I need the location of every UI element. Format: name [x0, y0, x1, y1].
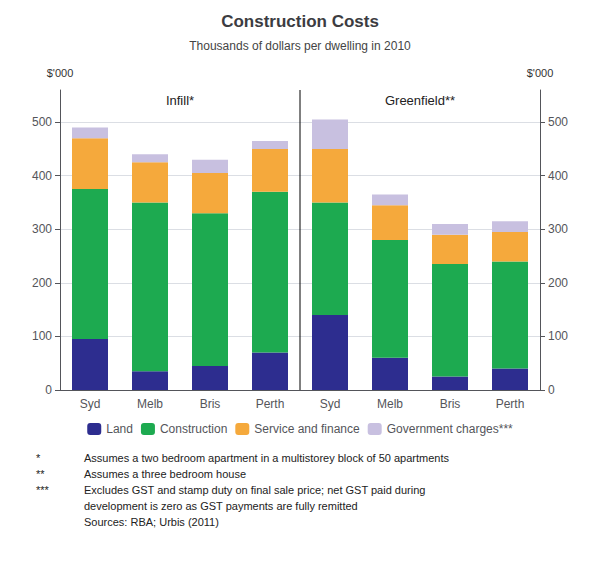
svg-text:Assumes a three bedroom house: Assumes a three bedroom house: [84, 468, 246, 480]
svg-text:300: 300: [548, 222, 568, 236]
svg-text:Syd: Syd: [320, 397, 341, 411]
svg-text:***: ***: [36, 484, 50, 496]
svg-text:Syd: Syd: [80, 397, 101, 411]
svg-text:400: 400: [32, 169, 52, 183]
svg-text:development is zero as GST pay: development is zero as GST payments are …: [84, 500, 358, 512]
svg-text:500: 500: [32, 115, 52, 129]
svg-text:Infill*: Infill*: [166, 93, 194, 108]
svg-text:*: *: [36, 452, 41, 464]
svg-text:Construction Costs: Construction Costs: [221, 12, 379, 31]
svg-text:Perth: Perth: [256, 397, 285, 411]
svg-text:100: 100: [548, 329, 568, 343]
svg-text:Land: Land: [106, 422, 133, 436]
svg-text:Thousands of dollars per dwell: Thousands of dollars per dwelling in 201…: [189, 39, 411, 53]
svg-text:**: **: [36, 468, 45, 480]
svg-text:Assumes a two bedroom apartmen: Assumes a two bedroom apartment in a mul…: [84, 452, 450, 464]
svg-text:100: 100: [32, 329, 52, 343]
svg-text:Greenfield**: Greenfield**: [385, 93, 455, 108]
svg-text:Melb: Melb: [377, 397, 403, 411]
svg-text:Service and finance: Service and finance: [254, 422, 360, 436]
svg-text:Bris: Bris: [200, 397, 221, 411]
svg-text:$'000: $'000: [527, 67, 554, 79]
svg-text:Excludes GST and stamp duty on: Excludes GST and stamp duty on final sal…: [84, 484, 425, 496]
svg-text:200: 200: [32, 276, 52, 290]
svg-text:Perth: Perth: [496, 397, 525, 411]
svg-text:500: 500: [548, 115, 568, 129]
svg-text:Melb: Melb: [137, 397, 163, 411]
svg-text:200: 200: [548, 276, 568, 290]
svg-text:Sources: RBA; Urbis (2011): Sources: RBA; Urbis (2011): [84, 516, 219, 528]
svg-text:Bris: Bris: [440, 397, 461, 411]
svg-text:300: 300: [32, 222, 52, 236]
svg-text:400: 400: [548, 169, 568, 183]
svg-text:$'000: $'000: [47, 67, 74, 79]
svg-text:0: 0: [45, 383, 52, 397]
svg-text:Government charges***: Government charges***: [387, 422, 513, 436]
svg-text:Construction: Construction: [160, 422, 227, 436]
svg-text:0: 0: [548, 383, 555, 397]
